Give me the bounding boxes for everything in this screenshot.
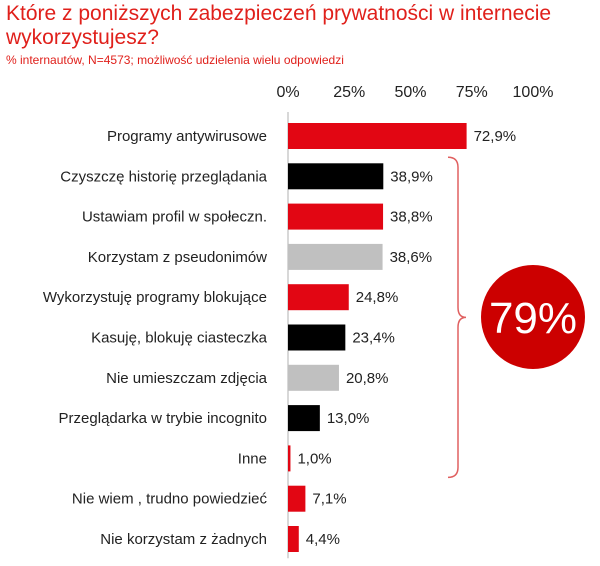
bar: [288, 485, 306, 512]
category-label: Ustawiam profil w społeczn.: [82, 209, 267, 226]
category-label: Nie umieszczam zdjęcia: [106, 370, 268, 387]
bar: [288, 364, 339, 391]
value-label: 20,8%: [346, 370, 389, 387]
tick-label: 100%: [513, 84, 554, 101]
bar: [288, 445, 291, 472]
category-label: Przeglądarka w trybie incognito: [59, 410, 267, 427]
value-label: 38,8%: [390, 209, 433, 226]
category-label: Nie wiem , trudno powiedzieć: [72, 491, 268, 508]
grouping-brace: [447, 156, 467, 479]
bar: [288, 324, 346, 351]
tick-label: 0%: [276, 84, 299, 101]
value-label: 23,4%: [352, 330, 395, 347]
value-label: 7,1%: [312, 491, 346, 508]
bar: [288, 203, 384, 230]
total-circle: [481, 265, 585, 369]
bar: [288, 405, 320, 432]
value-label: 1,0%: [297, 450, 331, 467]
value-label: 72,9%: [474, 128, 517, 145]
tick-label: 75%: [456, 84, 488, 101]
bar: [288, 123, 467, 149]
category-label: Kasuję, blokuję ciasteczka: [91, 330, 268, 347]
chart-subtitle: % internautów, N=4573; możliwość udziele…: [6, 53, 344, 67]
value-label: 4,4%: [306, 531, 340, 548]
chart-title: Które z poniższych zabezpieczeń prywatno…: [6, 2, 552, 49]
category-label: Inne: [238, 450, 267, 467]
value-label: 13,0%: [327, 410, 370, 427]
category-label: Czyszczę historię przeglądania: [60, 168, 267, 185]
value-label: 38,6%: [390, 249, 433, 266]
bar: [288, 284, 349, 311]
bar: [288, 243, 383, 270]
tick-label: 50%: [394, 84, 426, 101]
category-label: Korzystam z pseudonimów: [88, 249, 267, 266]
value-label: 38,9%: [390, 168, 433, 185]
bar: [288, 163, 384, 190]
total-circle-label: 79%: [489, 294, 577, 343]
tick-label: 25%: [333, 84, 365, 101]
category-label: Programy antywirusowe: [107, 128, 267, 145]
category-label: Nie korzystam z żadnych: [100, 531, 267, 548]
bar: [288, 526, 299, 552]
value-label: 24,8%: [356, 289, 399, 306]
category-label: Wykorzystuję programy blokujące: [43, 289, 267, 306]
